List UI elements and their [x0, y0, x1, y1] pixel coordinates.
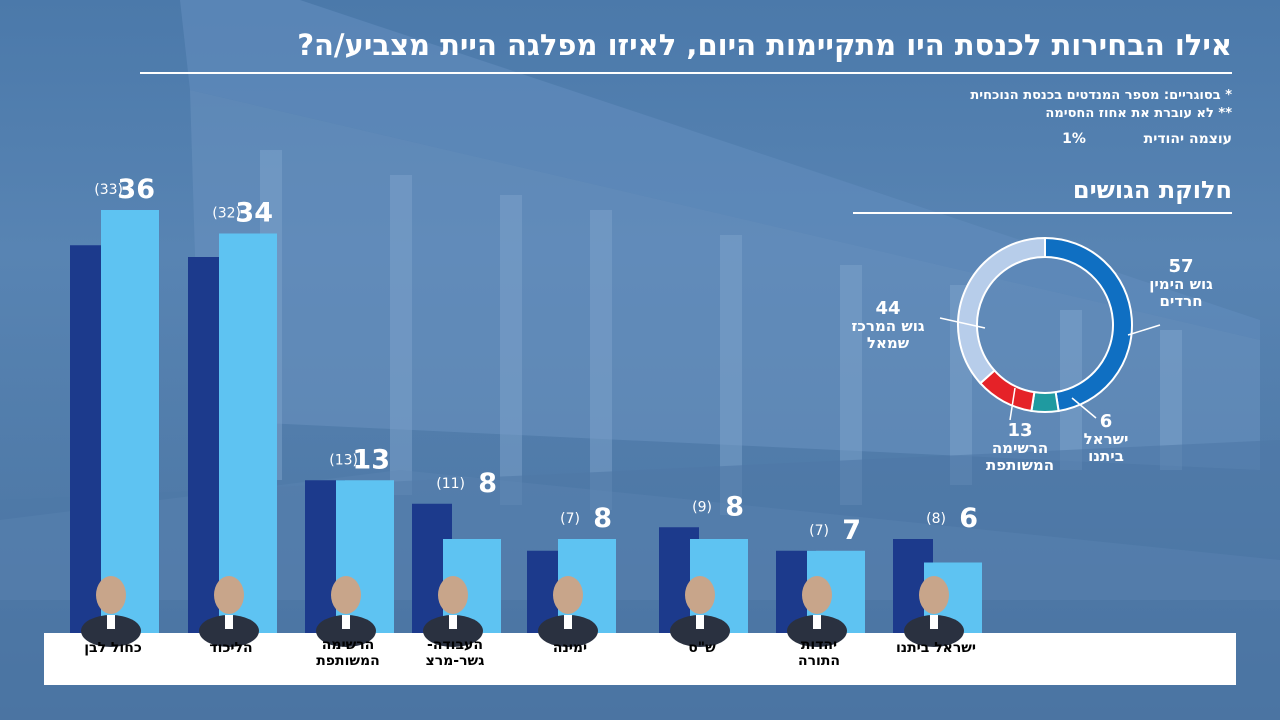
donut-leader-line	[1009, 387, 1016, 421]
party-name-label: העבודה- גשר-מרצ	[425, 637, 485, 669]
donut-slice-label: 6 ישראל ביתנו	[1083, 411, 1129, 465]
leader-photo-icon	[538, 576, 598, 647]
donut-slice	[1030, 391, 1060, 413]
party-name-label: יהדות התורה	[797, 637, 841, 669]
party-name-label: כחול לבן	[84, 640, 142, 656]
donut-slice	[957, 236, 1046, 385]
leader-photo-icon	[316, 576, 376, 647]
bar-value-label: 8	[593, 503, 612, 534]
current-seats-label: (9)	[692, 499, 712, 515]
party-name-label: הליכוד	[209, 640, 253, 656]
bar-value-label: 36	[117, 174, 155, 205]
blocs-title: חלוקת הגושים	[1072, 176, 1232, 204]
donut-slice-label: 13 הרשימה המשותפת	[985, 420, 1055, 474]
page-title: אילו הבחירות לכנסת היו מתקיימות היום, לא…	[297, 28, 1232, 62]
leader-photo-icon	[81, 576, 141, 647]
leader-photo-icon	[904, 576, 964, 647]
note-threshold: ** לא עוברת את אחוז החסימה	[1045, 106, 1232, 121]
current-seats-label: (7)	[560, 511, 580, 527]
bar-poll-seats	[219, 233, 277, 633]
bar-value-label: 34	[235, 198, 273, 229]
below-threshold-row: עוצמה יהודית 1%	[1062, 131, 1232, 147]
leader-photo-icon	[670, 576, 730, 647]
current-seats-label: (11)	[436, 476, 465, 492]
blocs-divider	[853, 212, 1232, 214]
leader-photo-icon	[423, 576, 483, 647]
party-name-label: ש"ס	[688, 640, 716, 656]
current-seats-label: (8)	[926, 511, 946, 527]
current-seats-label: (13)	[329, 452, 358, 468]
donut-slice	[1044, 236, 1133, 413]
current-seats-label: (33)	[94, 182, 123, 198]
title-divider	[140, 72, 1232, 74]
note-brackets: * בסוגריים: מספר המנדטים בכנסת הנוכחית	[970, 88, 1232, 103]
donut-leader-line	[1071, 397, 1097, 419]
leader-photo-icon	[787, 576, 847, 647]
party-name-label: ימינה	[552, 640, 588, 656]
bar-value-label: 7	[842, 515, 861, 546]
bar-value-label: 8	[478, 468, 497, 499]
bar-poll-seats	[101, 210, 159, 633]
bar-value-label: 8	[725, 491, 744, 522]
party-name-label: ישראל ביתנו	[895, 640, 977, 656]
leader-photo-icon	[199, 576, 259, 647]
below-threshold-party: עוצמה יהודית	[1143, 131, 1232, 147]
current-seats-label: (32)	[212, 206, 241, 222]
current-seats-label: (7)	[809, 523, 829, 539]
party-name-label: הרשימה המשותפת	[316, 637, 380, 669]
donut-leader-line	[1127, 324, 1161, 336]
donut-leader-line	[939, 317, 986, 329]
donut-slice-label: 57 גוש הימין חרדים	[1149, 256, 1213, 310]
below-threshold-value: 1%	[1062, 131, 1086, 147]
bar-value-label: 6	[959, 503, 978, 534]
donut-slice-label: 44 גוש המרכז שמאל	[851, 298, 925, 352]
bar-value-label: 13	[352, 444, 390, 475]
